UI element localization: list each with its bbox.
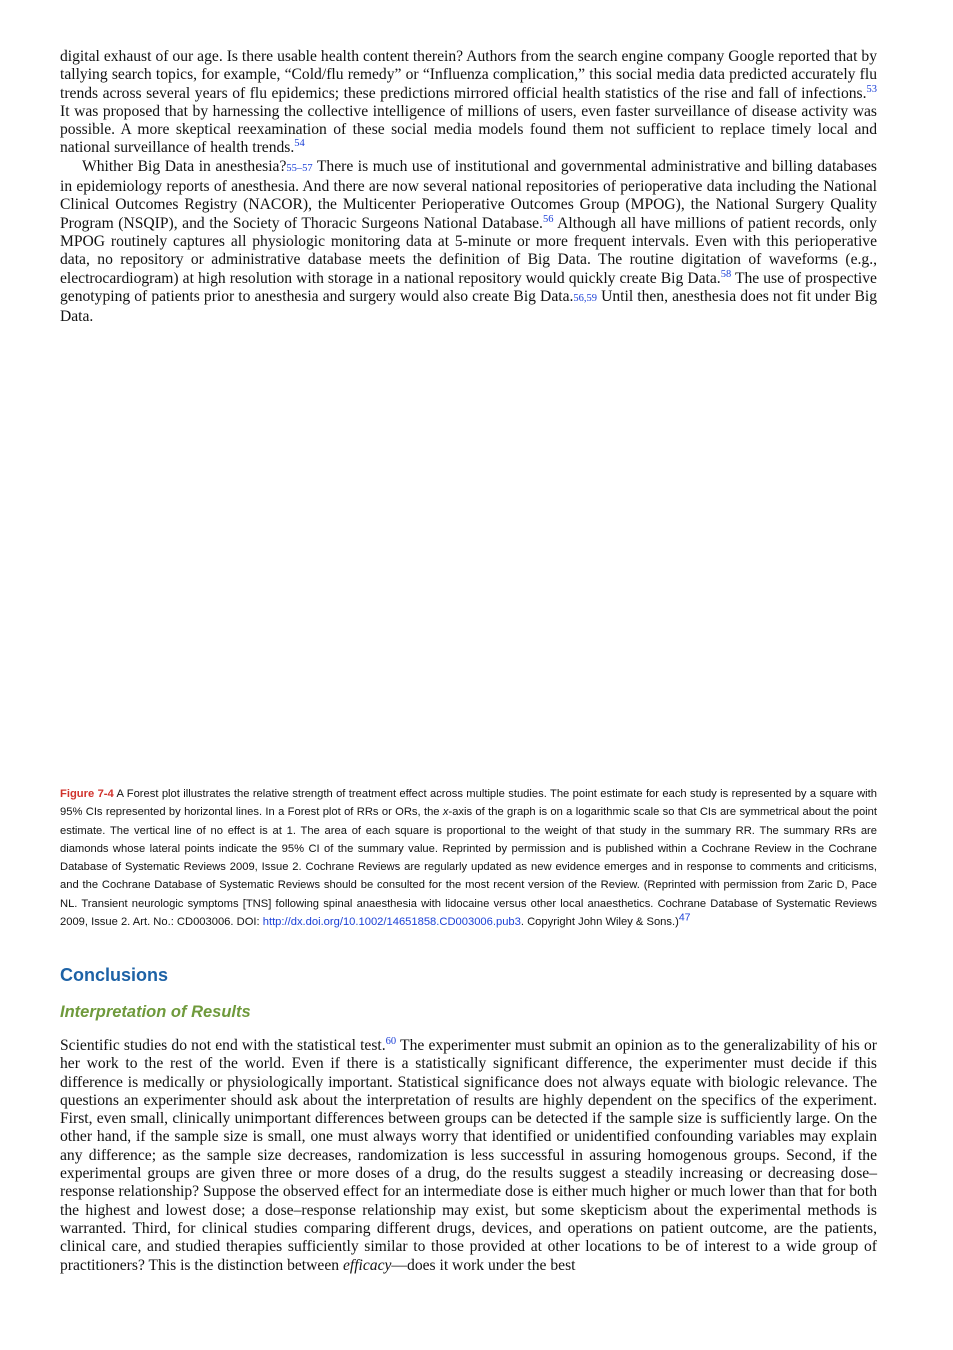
text-run: The use of prospective genotyping of pat…: [60, 269, 877, 305]
text-run: Until then, anesthesia does not fit unde…: [60, 287, 877, 326]
figure-caption: Figure 7-4 A Forest plot illustrates the…: [60, 785, 877, 931]
text-run: Scientific studies do not end with the s…: [60, 1037, 386, 1054]
paragraph: Whither Big Data in anesthesia?55–57 The…: [60, 158, 877, 327]
citation: 54: [294, 138, 305, 150]
text-run: Although all have millions of patient re…: [60, 214, 877, 287]
citation: 58: [720, 268, 732, 280]
text-run: —does it work under the best: [391, 1256, 576, 1274]
citation: 56: [542, 213, 554, 225]
citation: 53: [866, 83, 878, 95]
emphasis: x: [442, 806, 449, 819]
citation: 55–57: [286, 162, 313, 174]
heading: Conclusions: [60, 965, 169, 985]
text-run: Whither Big Data in anesthesia?: [82, 157, 287, 175]
text-run: It was proposed that by harnessing the c…: [60, 102, 877, 157]
text-run: . Copyright John Wiley & Sons.): [520, 916, 679, 929]
citation: 60: [385, 1035, 397, 1047]
paragraph: Scientific studies do not end with the s…: [60, 1035, 877, 1275]
text-run: The experimenter must submit an opinion …: [60, 1037, 877, 1274]
top-text: digital exhaust of our age. Is there usa…: [60, 48, 877, 326]
text-run: digital exhaust of our age. Is there usa…: [60, 48, 877, 102]
bottom-text: Scientific studies do not end with the s…: [60, 1035, 877, 1275]
link[interactable]: http://dx.doi.org/10.1002/14651858.CD003…: [262, 916, 521, 929]
text-run: There is much use of institutional and g…: [60, 157, 877, 232]
text-run: -axis of the graph is on a logarithmic s…: [60, 806, 877, 929]
paragraph: digital exhaust of our age. Is there usa…: [60, 48, 877, 158]
subheading: Interpretation of Results: [60, 1003, 251, 1021]
citation: 47: [678, 911, 691, 924]
text-run: A Forest plot illustrates the relative s…: [60, 788, 877, 819]
citation: 56,59: [573, 292, 598, 304]
figure-label: Figure 7-4: [60, 788, 114, 800]
emphasis: efficacy: [342, 1256, 392, 1274]
